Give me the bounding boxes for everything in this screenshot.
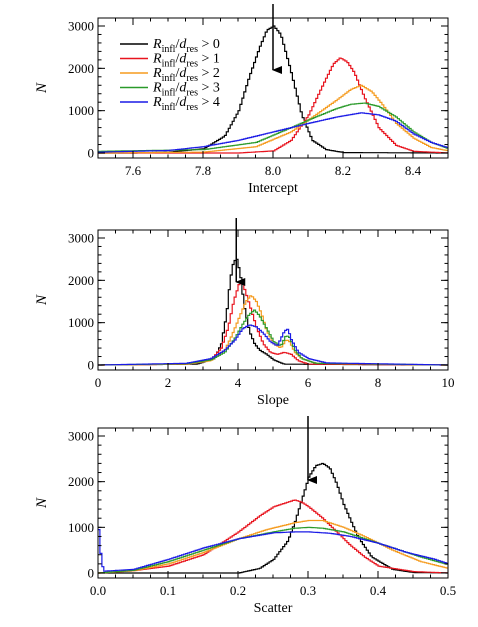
y-tick-label: 0 — [88, 358, 95, 373]
plot-frame — [97, 427, 449, 579]
series-line-3 — [98, 84, 448, 154]
series-line-3 — [98, 295, 448, 366]
legend-label: Rinfl/dres > 4 — [152, 95, 220, 113]
y-tick-label: 0 — [88, 566, 95, 581]
y-tick-label: 2000 — [68, 273, 94, 288]
series-line-3 — [98, 519, 448, 574]
x-tick-label: 0 — [95, 375, 102, 390]
series-line-2 — [98, 57, 448, 154]
legend-label: Rinfl/dres > 0 — [152, 37, 220, 55]
series-line-1 — [98, 462, 448, 574]
y-tick-label: 1000 — [68, 520, 94, 535]
y-tick-label: 1000 — [68, 103, 94, 118]
y-tick-label: 2000 — [68, 61, 94, 76]
series-line-1 — [98, 258, 448, 366]
x-tick-label: 2 — [165, 375, 172, 390]
plot-frame — [97, 229, 449, 371]
x-tick-label: 10 — [442, 375, 455, 390]
x-axis-label: Intercept — [248, 181, 298, 196]
x-tick-label: 8 — [375, 375, 382, 390]
x-axis-label: Slope — [257, 393, 289, 408]
x-tick-label: 0.4 — [370, 583, 387, 598]
x-tick-label: 0.2 — [230, 583, 246, 598]
legend-label: Rinfl/dres > 2 — [152, 66, 220, 84]
series-line-4 — [98, 309, 448, 366]
y-tick-label: 2000 — [68, 474, 94, 489]
series-line-5 — [98, 324, 448, 366]
series-line-5 — [98, 112, 448, 153]
y-axis-label: N — [34, 82, 50, 94]
x-tick-label: 0.1 — [160, 583, 176, 598]
legend-label: Rinfl/dres > 1 — [152, 52, 220, 70]
y-tick-label: 0 — [88, 146, 95, 161]
series-line-4 — [98, 526, 448, 574]
x-axis-label: Scatter — [254, 601, 293, 616]
series-line-2 — [98, 499, 448, 574]
series-line-5 — [98, 529, 448, 572]
x-tick-label: 0.0 — [90, 583, 106, 598]
panel-2: 0 2 4 6 8 10 0 1000 2000 3000 Slope N — [34, 218, 455, 408]
x-tick-label: 0.3 — [300, 583, 316, 598]
panel-3: 0.0 0.1 0.2 0.3 0.4 0.5 0 1000 2000 3000 Scatter N — [34, 416, 456, 616]
y-axis-label: N — [34, 294, 50, 306]
x-tick-label: 7.6 — [125, 163, 142, 178]
series-line-2 — [98, 282, 448, 366]
y-tick-label: 3000 — [68, 19, 94, 34]
x-tick-label: 8.0 — [265, 163, 281, 178]
y-tick-label: 1000 — [68, 315, 94, 330]
y-tick-label: 3000 — [68, 429, 94, 444]
x-tick-label: 6 — [305, 375, 312, 390]
x-tick-label: 7.8 — [195, 163, 211, 178]
x-tick-label: 0.5 — [440, 583, 456, 598]
panel-1: 7.6 7.8 8.0 8.2 8.4 0 1000 2000 3000 Intercept N Ri… — [34, 4, 449, 196]
x-tick-label: 4 — [235, 375, 242, 390]
y-tick-label: 3000 — [68, 231, 94, 246]
legend-label: Rinfl/dres > 3 — [152, 81, 220, 99]
x-tick-label: 8.2 — [335, 163, 351, 178]
y-axis-label: N — [34, 497, 50, 509]
x-tick-label: 8.4 — [405, 163, 422, 178]
